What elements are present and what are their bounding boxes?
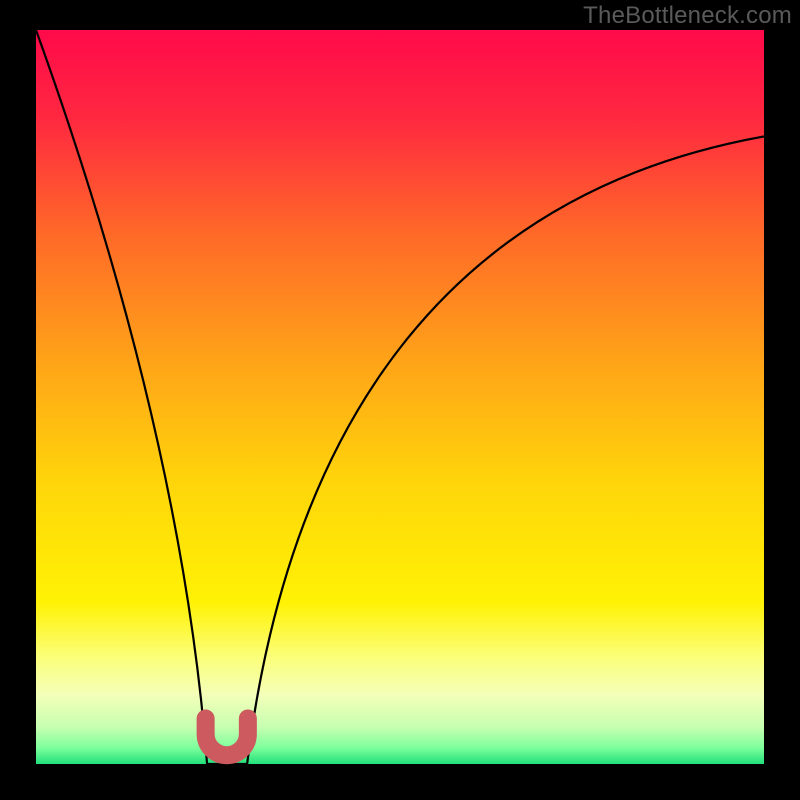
chart-svg	[0, 0, 800, 800]
plot-background	[36, 30, 764, 764]
watermark-text: TheBottleneck.com	[583, 2, 792, 30]
stage: TheBottleneck.com	[0, 0, 800, 800]
